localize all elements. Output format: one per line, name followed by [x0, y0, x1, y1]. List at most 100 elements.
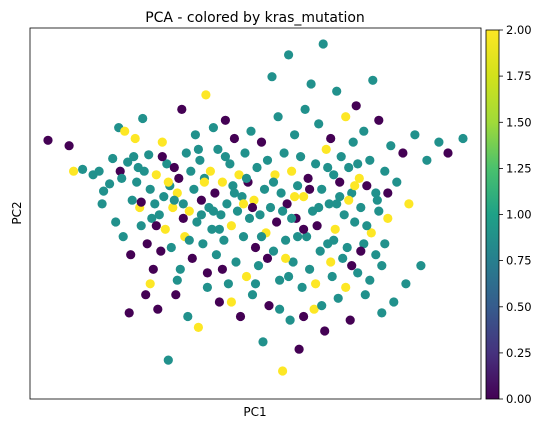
scatter-point — [329, 170, 339, 180]
scatter-point — [202, 282, 212, 292]
scatter-point — [219, 235, 229, 245]
scatter-point — [208, 206, 218, 216]
scatter-point — [377, 261, 387, 271]
scatter-point — [150, 199, 160, 209]
scatter-point — [290, 192, 300, 202]
scatter-point — [341, 282, 351, 292]
scatter-point — [78, 164, 88, 174]
scatter-point — [228, 181, 238, 191]
x-axis-label: PC1 — [243, 405, 266, 419]
scatter-point — [315, 246, 325, 256]
scatter-point — [302, 232, 312, 242]
scatter-point — [311, 159, 321, 169]
scatter-point — [207, 224, 217, 234]
scatter-point — [383, 213, 393, 223]
scatter-point — [123, 157, 133, 167]
scatter-point — [268, 177, 279, 187]
scatter-point — [229, 188, 239, 198]
scatter-point — [172, 188, 182, 198]
scatter-point — [305, 184, 315, 194]
scatter-point — [156, 246, 166, 256]
scatter-point — [163, 355, 173, 365]
scatter-point — [410, 130, 420, 140]
scatter-point — [256, 232, 267, 242]
scatter-point — [108, 153, 118, 164]
scatter-point — [111, 217, 121, 227]
scatter-point — [169, 162, 179, 173]
scatter-point — [342, 242, 352, 253]
scatter-point — [377, 308, 387, 318]
scatter-point — [383, 188, 393, 198]
scatter-point — [187, 253, 197, 263]
scatter-point — [332, 199, 342, 209]
scatter-point — [43, 135, 53, 145]
scatter-point — [250, 279, 261, 289]
scatter-point — [344, 195, 354, 205]
scatter-point — [241, 173, 252, 183]
scatter-point — [341, 112, 351, 122]
scatter-point — [294, 344, 304, 354]
colorbar — [485, 29, 500, 400]
scatter-point — [458, 133, 468, 144]
scatter-point — [126, 250, 136, 260]
scatter-point — [268, 246, 279, 256]
scatter-point — [178, 213, 188, 223]
scatter-point — [338, 253, 348, 263]
scatter-point — [94, 166, 104, 176]
scatter-point — [151, 221, 161, 231]
scatter-point — [120, 126, 130, 136]
scatter-point — [368, 75, 378, 85]
scatter-point — [129, 152, 139, 162]
scatter-point — [262, 253, 273, 263]
scatter-point — [359, 239, 369, 249]
scatter-point — [281, 235, 291, 245]
scatter-point — [147, 213, 157, 223]
scatter-point — [169, 195, 179, 205]
scatter-point — [148, 264, 158, 274]
scatter-point — [136, 197, 146, 207]
scatter-point — [335, 177, 345, 187]
scatter-point — [329, 235, 339, 245]
scatter-point — [247, 202, 258, 213]
scatter-point — [145, 279, 155, 289]
scatter-point — [299, 192, 309, 202]
scatter-point — [356, 202, 366, 213]
scatter-point — [386, 141, 396, 151]
scatter-point — [163, 177, 173, 187]
scatter-point — [216, 210, 226, 220]
scatter-point — [333, 293, 343, 303]
scatter-point — [273, 112, 283, 122]
scatter-point — [181, 148, 191, 158]
scatter-point — [222, 199, 232, 209]
scatter-point — [293, 181, 303, 191]
scatter-point — [276, 188, 286, 198]
scatter-point — [272, 217, 282, 227]
scatter-point — [217, 264, 227, 274]
scatter-point — [416, 261, 426, 271]
scatter-point — [320, 326, 330, 336]
scatter-point — [348, 137, 358, 147]
colorbar-tick-label: 1.25 — [506, 161, 532, 175]
scatter-point — [253, 261, 264, 271]
scatter-point — [264, 301, 274, 311]
scatter-point — [198, 239, 208, 249]
scatter-point — [210, 188, 220, 198]
scatter-point — [275, 275, 285, 285]
scatter-point — [290, 130, 300, 140]
scatter-point — [374, 206, 384, 216]
scatter-point — [353, 159, 363, 169]
scatter-point — [178, 199, 188, 209]
scatter-point — [231, 257, 241, 267]
scatter-point — [262, 155, 273, 165]
scatter-point — [354, 173, 364, 183]
scatter-point — [389, 297, 399, 307]
scatter-point — [237, 192, 247, 202]
scatter-point — [139, 166, 149, 176]
scatter-point — [287, 213, 297, 223]
scatter-point — [350, 217, 360, 227]
colorbar-tick-label: 1.75 — [506, 69, 532, 83]
scatter-point — [299, 311, 309, 322]
scatter-point — [199, 177, 209, 187]
scatter-point — [115, 166, 125, 176]
scatter-point — [196, 210, 206, 220]
